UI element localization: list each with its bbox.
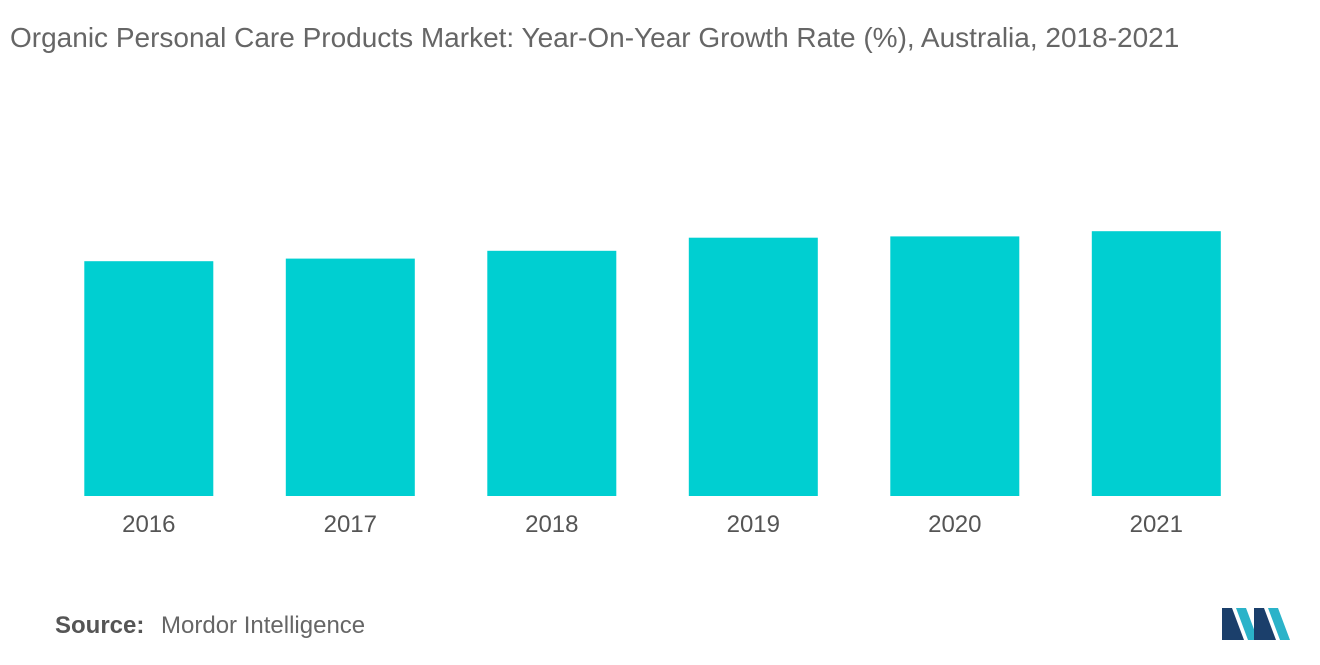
x-tick-label-2016: 2016: [122, 511, 175, 538]
bar-2021: [1091, 231, 1221, 496]
x-tick-label-2019: 2019: [727, 511, 780, 538]
x-tick-label-2018: 2018: [525, 511, 578, 538]
bar-2019: [688, 237, 818, 496]
x-tick-label-2021: 2021: [1130, 511, 1183, 538]
mordor-intelligence-logo-icon: [1222, 608, 1290, 640]
bar-2017: [285, 258, 415, 496]
x-tick-label-2017: 2017: [324, 511, 377, 538]
bars-group: [84, 231, 1221, 496]
source-text: Mordor Intelligence: [161, 612, 366, 639]
bar-2016: [84, 261, 214, 496]
source-label: Source:: [55, 612, 145, 639]
bar-2018: [487, 250, 617, 496]
x-tick-labels: 2016 2017 2018 2019 2020 2021: [122, 511, 1183, 538]
bar-2020: [890, 236, 1020, 496]
source-note: Source: Mordor Intelligence: [55, 612, 365, 640]
chart-title: Organic Personal Care Products Market: Y…: [10, 22, 1180, 53]
x-tick-label-2020: 2020: [928, 511, 981, 538]
